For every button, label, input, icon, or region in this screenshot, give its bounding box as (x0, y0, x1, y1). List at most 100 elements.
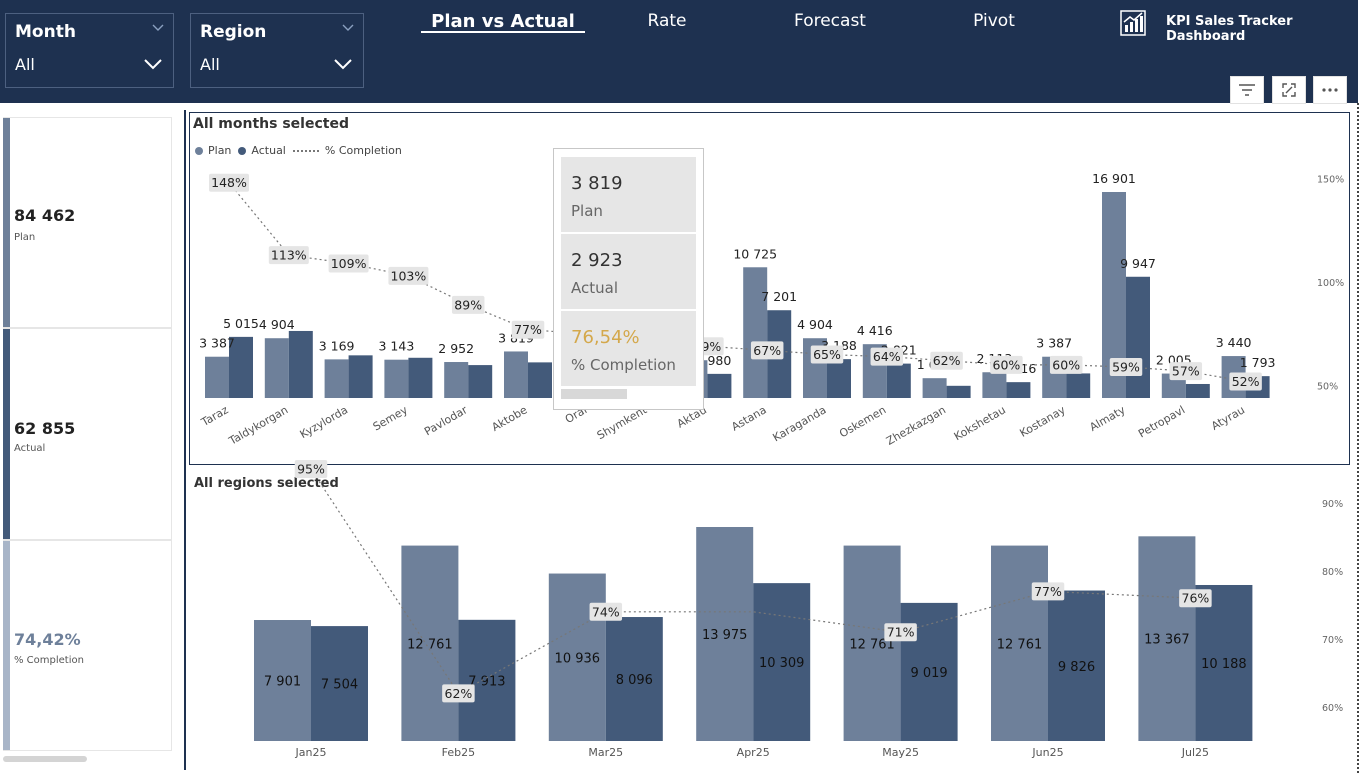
month-chart-title: All regions selected (194, 476, 339, 491)
dropdown-arrow-icon[interactable] (143, 56, 163, 72)
plan-data-label: 3 387 (1036, 336, 1072, 351)
actual-bar (528, 362, 552, 398)
region-chart-title: All months selected (193, 116, 349, 132)
month-slicer[interactable]: Month All (5, 13, 174, 88)
more-options-icon (1322, 88, 1338, 92)
actual-data-label: 1 793 (1240, 355, 1276, 370)
dashboard-title: KPI Sales Tracker Dashboard (1166, 14, 1293, 44)
plan-bar (991, 545, 1048, 741)
completion-data-label-bg (294, 460, 328, 478)
legend-plan-marker (195, 146, 203, 155)
x-tick-label: Feb25 (442, 746, 475, 759)
plan-data-label: 3 440 (1216, 335, 1252, 350)
actual-data-label: 7 913 (468, 674, 505, 689)
kpi-actual-label: Actual (14, 443, 46, 454)
actual-data-label: 10 309 (759, 656, 805, 671)
plan-data-label: 4 904 (259, 317, 295, 332)
page-edge-marker (1357, 103, 1359, 773)
active-tab-underline (421, 31, 585, 33)
tab-rate[interactable]: Rate (647, 11, 687, 31)
kpi-card-plan: 84 462 Plan (3, 117, 172, 328)
tooltip-actual-value: 2 923 (571, 250, 623, 271)
legend-actual-label: Actual (251, 144, 286, 157)
kpi-stripe-actual (3, 329, 10, 539)
completion-data-label-bg (589, 602, 623, 621)
completion-data-label-bg (1049, 355, 1083, 374)
completion-data-label: 74% (592, 604, 620, 619)
actual-bar (827, 359, 851, 398)
tooltip-plan: 3 819 Plan (561, 157, 696, 232)
completion-data-label-bg (1229, 372, 1262, 391)
legend-actual-marker (238, 146, 247, 155)
dropdown-arrow-icon[interactable] (333, 56, 353, 72)
actual-data-label: 8 096 (616, 673, 653, 688)
legend-completion-marker (292, 149, 319, 152)
kpi-stripe-plan (3, 118, 10, 327)
chevron-down-icon[interactable] (151, 21, 165, 35)
region-chart-frame[interactable] (189, 112, 1350, 465)
plan-bar (444, 362, 469, 398)
plan-bar (982, 372, 1007, 398)
tooltip-plan-value: 3 819 (571, 173, 623, 194)
plan-bar (696, 527, 754, 741)
plan-bar (384, 359, 409, 398)
plan-bar (324, 359, 349, 398)
actual-bar (707, 373, 732, 398)
y2-tick-label: 150% (1317, 175, 1344, 186)
completion-data-label: 77% (1034, 584, 1062, 599)
actual-bar (408, 357, 433, 398)
completion-data-label-bg (1169, 362, 1203, 381)
completion-data-label-bg (451, 295, 485, 314)
tooltip-scrollbar[interactable] (561, 389, 627, 399)
filter-icon (1239, 84, 1255, 96)
completion-data-label-bg (268, 246, 309, 265)
focus-mode-button[interactable] (1272, 76, 1306, 104)
filter-button[interactable] (1230, 76, 1264, 104)
completion-data-label-bg (1109, 357, 1143, 376)
focus-mode-icon (1282, 83, 1296, 97)
completion-data-label: 67% (753, 343, 781, 358)
tab-pivot[interactable]: Pivot (973, 11, 1015, 31)
x-tick-label: Apr25 (737, 746, 770, 759)
tooltip-actual-label: Actual (571, 279, 618, 297)
kpi-completion-value: 74,42% (14, 630, 81, 649)
region-slicer[interactable]: Region All (190, 13, 364, 88)
y2-tick-label: 70% (1322, 635, 1343, 646)
plan-data-label: 7 901 (264, 675, 301, 690)
actual-data-label: 9 019 (910, 666, 947, 681)
plan-data-label: 3 387 (199, 336, 235, 351)
plan-data-label: 10 936 (555, 651, 601, 666)
x-tick-label: Jun25 (1031, 746, 1063, 759)
completion-data-label: 103% (391, 268, 427, 283)
tooltip-completion-value: 76,54% (571, 327, 640, 348)
completion-data-label: 60% (1052, 357, 1080, 372)
plan-data-label: 12 761 (997, 637, 1043, 652)
completion-data-label-bg (884, 623, 917, 642)
plan-bar (1138, 536, 1196, 741)
actual-bar (753, 583, 811, 741)
kpi-stripe-completion (3, 541, 10, 750)
completion-data-label-bg (511, 320, 545, 339)
region-slicer-value[interactable]: All (200, 55, 220, 74)
chevron-down-icon[interactable] (341, 21, 355, 35)
completion-data-label: 59% (1112, 359, 1140, 374)
x-tick-label: May25 (882, 746, 919, 759)
actual-bar (229, 336, 253, 398)
actual-bar (1066, 373, 1091, 398)
month-slicer-value[interactable]: All (15, 55, 35, 74)
actual-data-label: 9 826 (1058, 660, 1095, 675)
tab-forecast[interactable]: Forecast (794, 11, 866, 31)
actual-data-label: 5 015 (223, 316, 259, 331)
completion-data-label: 62% (933, 353, 961, 368)
plan-bar (843, 545, 901, 741)
tab-plan-vs-actual[interactable]: Plan vs Actual (431, 11, 575, 32)
completion-data-label: 148% (211, 175, 247, 190)
horizontal-scrollbar[interactable] (3, 756, 87, 762)
y2-tick-label: 90% (1322, 499, 1343, 510)
completion-data-label: 89% (454, 297, 482, 312)
completion-data-label: 113% (271, 248, 307, 263)
more-options-button[interactable] (1313, 76, 1347, 104)
completion-data-label-bg (810, 345, 844, 364)
completion-data-label: 64% (873, 349, 901, 364)
